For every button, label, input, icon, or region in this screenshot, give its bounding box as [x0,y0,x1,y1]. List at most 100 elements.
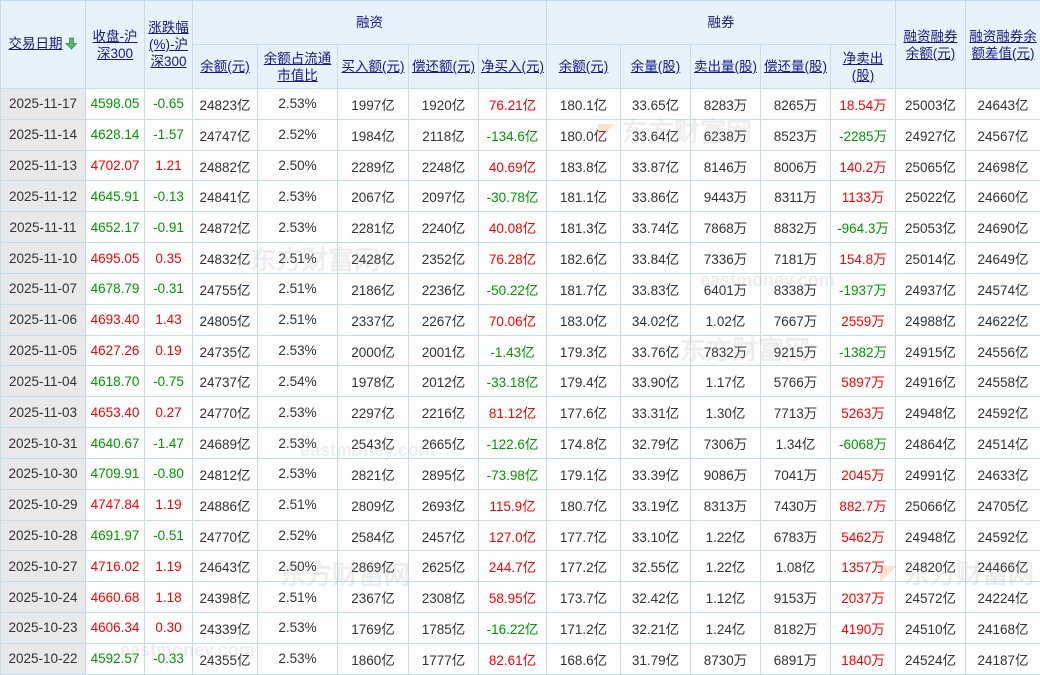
cell-fin-balance: 24841亿 [192,180,258,213]
cell-total-balance: 24948亿 [895,519,966,552]
cell-close: 4702.07 [85,149,145,182]
cell-sec-volume: 33.65亿 [620,88,691,120]
cell-sec-volume: 32.21亿 [620,612,691,644]
cell-fin-repay: 2665亿 [408,427,479,459]
cell-fin-buy: 1860亿 [337,642,409,675]
col-header-sec-volume[interactable]: 余量(股) [620,44,691,89]
cell-fin-ratio: 2.53% [257,642,338,675]
cell-sec-net-sell: -2285万 [830,118,896,151]
cell-balance-diff: 24514亿 [965,427,1040,459]
cell-sec-balance: 181.7亿 [546,272,621,305]
cell-balance-diff: 24633亿 [965,457,1040,490]
cell-sec-sell-volume: 9086万 [690,457,761,490]
cell-change-pct: -0.65 [144,88,193,120]
cell-sec-sell-volume: 1.17亿 [690,365,761,398]
table-row: 2025-10-31 4640.67 -1.47 24689亿 2.53% 25… [0,427,1040,459]
cell-change-pct: -0.80 [144,457,193,490]
col-header-sec-balance[interactable]: 余额(元) [546,44,621,89]
cell-close: 4606.34 [85,612,145,644]
col-header-close[interactable]: 收盘-沪深300 [85,0,145,89]
cell-trade-date: 2025-10-23 [0,612,86,644]
cell-sec-sell-volume: 1.22亿 [690,519,761,552]
cell-sec-volume: 33.84亿 [620,242,691,274]
cell-total-balance: 24572亿 [895,581,966,614]
col-header-balance-diff[interactable]: 融资融券余额差值(元) [965,0,1040,89]
group-header-securities-lending: 融券 [546,0,896,45]
cell-sec-balance: 177.6亿 [546,396,621,429]
cell-sec-balance: 179.4亿 [546,365,621,398]
cell-change-pct: 1.21 [144,149,193,182]
cell-fin-buy: 2337亿 [337,303,409,336]
cell-sec-volume: 33.90亿 [620,365,691,398]
cell-total-balance: 25022亿 [895,180,966,213]
cell-fin-ratio: 2.53% [257,334,338,367]
cell-fin-ratio: 2.52% [257,118,338,151]
cell-sec-net-sell: 1840万 [830,642,896,675]
cell-sec-net-sell: 1133万 [830,180,896,213]
cell-sec-net-sell: -6068万 [830,427,896,459]
col-header-fin-balance[interactable]: 余额(元) [192,44,258,89]
col-header-fin-buy[interactable]: 买入额(元) [337,44,409,89]
cell-fin-repay: 2240亿 [408,211,479,244]
cell-close: 4592.57 [85,642,145,675]
cell-fin-net-buy: -30.78亿 [478,180,547,213]
cell-trade-date: 2025-11-17 [0,88,86,120]
cell-total-balance: 24916亿 [895,365,966,398]
cell-trade-date: 2025-11-06 [0,303,86,336]
col-header-sec-net-sell[interactable]: 净卖出(股) [830,44,896,89]
cell-sec-repay-volume: 7041万 [760,457,831,490]
cell-sec-volume: 33.86亿 [620,180,691,213]
cell-fin-buy: 2367亿 [337,581,409,614]
col-header-fin-ratio[interactable]: 余额占流通市值比 [257,44,338,89]
cell-fin-net-buy: -134.6亿 [478,118,547,151]
cell-fin-balance: 24770亿 [192,396,258,429]
cell-balance-diff: 24660亿 [965,180,1040,213]
cell-balance-diff: 24690亿 [965,211,1040,244]
cell-fin-ratio: 2.53% [257,211,338,244]
cell-trade-date: 2025-10-28 [0,519,86,552]
cell-sec-balance: 183.8亿 [546,149,621,182]
trade-date-sort-link[interactable]: 交易日期 [8,36,63,51]
cell-sec-net-sell: 1357万 [830,550,896,583]
cell-change-pct: 1.43 [144,303,193,336]
table-row: 2025-11-12 4645.91 -0.13 24841亿 2.53% 20… [0,180,1040,213]
col-header-fin-net-buy[interactable]: 净买入(元) [478,44,547,89]
cell-balance-diff: 24643亿 [965,88,1040,120]
cell-fin-repay: 2236亿 [408,272,479,305]
cell-sec-sell-volume: 8146万 [690,149,761,182]
cell-balance-diff: 24574亿 [965,272,1040,305]
cell-sec-volume: 34.02亿 [620,303,691,336]
cell-close: 4691.97 [85,519,145,552]
cell-sec-volume: 33.31亿 [620,396,691,429]
cell-sec-repay-volume: 8338万 [760,272,831,305]
cell-sec-repay-volume: 1.34亿 [760,427,831,459]
cell-total-balance: 24988亿 [895,303,966,336]
cell-sec-net-sell: 5263万 [830,396,896,429]
cell-fin-net-buy: 76.21亿 [478,88,547,120]
cell-sec-repay-volume: 7713万 [760,396,831,429]
col-header-total-balance[interactable]: 融资融券余额(元) [895,0,966,89]
cell-sec-sell-volume: 8283万 [690,88,761,120]
cell-fin-buy: 2289亿 [337,149,409,182]
cell-close: 4640.67 [85,427,145,459]
cell-sec-balance: 168.6亿 [546,642,621,675]
cell-fin-ratio: 2.51% [257,272,338,305]
cell-change-pct: -0.51 [144,519,193,552]
cell-sec-volume: 32.55亿 [620,550,691,583]
cell-sec-balance: 181.3亿 [546,211,621,244]
cell-fin-repay: 1777亿 [408,642,479,675]
cell-fin-net-buy: 76.28亿 [478,242,547,274]
table-row: 2025-11-11 4652.17 -0.91 24872亿 2.53% 22… [0,211,1040,244]
cell-fin-buy: 2869亿 [337,550,409,583]
cell-fin-buy: 1984亿 [337,118,409,151]
cell-sec-volume: 33.19亿 [620,488,691,521]
cell-sec-volume: 33.10亿 [620,519,691,552]
col-header-sec-repay-volume[interactable]: 偿还量(股) [760,44,831,89]
cell-fin-ratio: 2.53% [257,180,338,213]
cell-close: 4678.79 [85,272,145,305]
col-header-fin-repay[interactable]: 偿还额(元) [408,44,479,89]
col-header-change[interactable]: 涨跌幅(%)-沪深300 [144,0,193,89]
col-header-sec-sell-volume[interactable]: 卖出量(股) [690,44,761,89]
col-header-trade-date[interactable]: 交易日期 [0,0,86,89]
cell-close: 4628.14 [85,118,145,151]
